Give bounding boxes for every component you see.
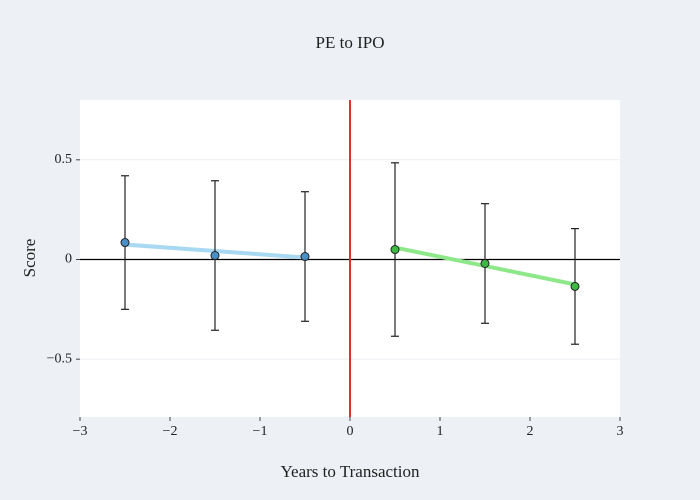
x-tick-label: −2: [163, 424, 178, 439]
x-tick-label: −1: [253, 424, 268, 439]
marker: [300, 252, 310, 262]
y-tick-label: 0: [65, 252, 72, 267]
x-tick-label: −3: [73, 424, 88, 439]
x-tick-label: 2: [527, 424, 534, 439]
x-tick-label: 3: [617, 424, 624, 439]
y-tick-label: 0.5: [55, 152, 73, 167]
marker: [120, 238, 130, 248]
marker: [570, 281, 580, 291]
marker: [210, 251, 220, 261]
marker: [390, 245, 400, 255]
marker: [480, 258, 490, 268]
x-axis-title: Years to Transaction: [280, 462, 420, 481]
y-axis-title: Score: [20, 239, 39, 278]
y-tick-label: −0.5: [47, 351, 72, 366]
x-tick-label: 0: [347, 424, 354, 439]
x-tick-label: 1: [437, 424, 444, 439]
chart-title: PE to IPO: [316, 33, 385, 52]
